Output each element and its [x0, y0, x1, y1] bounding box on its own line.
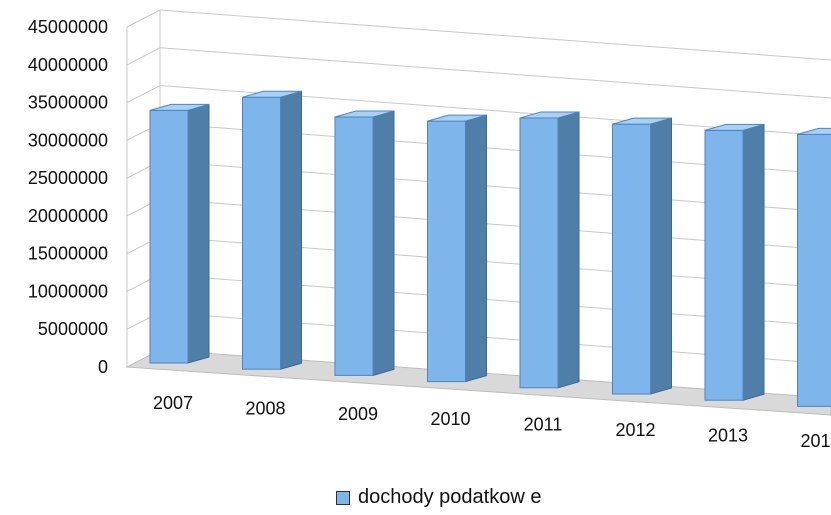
bar-side	[650, 117, 672, 395]
legend: dochody podatkow e	[336, 486, 541, 509]
bar	[149, 109, 189, 364]
bar-top	[427, 114, 487, 122]
bar-top	[242, 90, 302, 98]
bar-top	[334, 110, 395, 118]
y-tick-label: 20000000	[28, 206, 108, 226]
bar-top	[519, 111, 580, 119]
y-tick-label: 30000000	[28, 130, 108, 150]
bar	[242, 96, 281, 370]
y-tick-label: 40000000	[28, 55, 108, 75]
x-tick-label: 2014	[800, 431, 831, 451]
gridline	[159, 47, 831, 99]
y-tick-label: 5000000	[38, 319, 108, 339]
side-gridline	[126, 47, 161, 66]
y-tick-label: 10000000	[28, 281, 108, 301]
bar-top	[704, 123, 765, 131]
x-tick-label: 2013	[708, 425, 748, 445]
x-tick-label: 2009	[338, 404, 378, 424]
bar-top	[149, 103, 210, 111]
legend-label: dochody podatkow e	[358, 486, 542, 508]
bar	[797, 133, 831, 407]
bar	[704, 129, 744, 401]
bar-side	[557, 111, 580, 389]
side-gridline	[126, 85, 161, 104]
y-tick-label: 0	[98, 357, 108, 377]
bar-side	[280, 90, 302, 370]
bar-side	[372, 110, 395, 377]
y-tick-label: 15000000	[28, 244, 108, 264]
bar-side	[465, 114, 487, 383]
x-tick-label: 2011	[524, 415, 563, 435]
side-gridline	[126, 9, 161, 28]
bar-top	[612, 117, 672, 125]
x-tick-label: 2010	[430, 409, 470, 429]
x-tick-label: 2008	[245, 398, 285, 418]
bar	[612, 123, 651, 395]
y-tick-label: 45000000	[28, 17, 108, 37]
bar	[427, 120, 466, 383]
legend-swatch	[336, 490, 350, 505]
gridline	[159, 9, 831, 61]
x-tick-label: 2012	[615, 420, 655, 440]
y-tick-label: 35000000	[28, 93, 108, 113]
bar	[519, 117, 559, 389]
bar	[334, 116, 374, 376]
bar-top	[797, 127, 831, 135]
bar-side	[742, 123, 765, 401]
bar-side	[187, 103, 210, 364]
y-tick-label: 25000000	[28, 168, 108, 188]
floor	[125, 349, 831, 416]
x-tick-label: 2007	[153, 393, 193, 413]
